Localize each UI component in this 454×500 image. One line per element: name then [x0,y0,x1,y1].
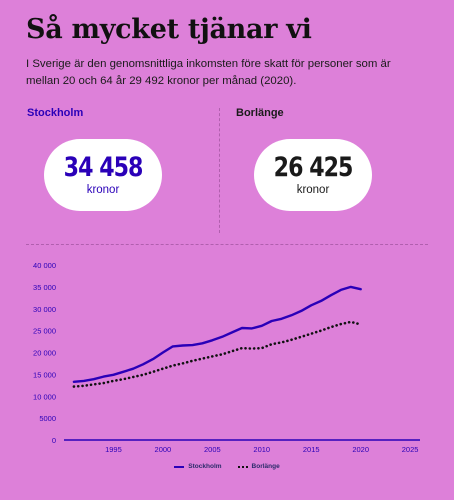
x-tick-label: 2015 [303,445,320,454]
series-line-borlange [72,320,363,388]
x-tick-label: 2020 [352,445,369,454]
legend-label-borlange: Borlänge [251,463,280,470]
vertical-divider [219,108,220,233]
x-tick-label: 2025 [402,445,419,454]
stockholm-label: Stockholm [27,107,84,119]
y-tick-label: 30 000 [33,305,56,314]
chart-legend: Stockholm Borlänge [0,463,454,470]
legend-swatch-borlange [237,465,248,468]
borlange-label: Borlänge [236,107,284,119]
x-tick-label: 2010 [253,445,270,454]
x-tick-label: 2000 [155,445,172,454]
borlange-income-unit: kronor [296,184,330,196]
page-subtitle: I Sverige är den genomsnittliga inkomste… [26,58,391,87]
series-line-stockholm [72,285,362,384]
legend-item-stockholm: Stockholm [174,463,222,470]
y-tick-label: 20 000 [33,349,56,358]
stockholm-income-unit: kronor [86,184,120,196]
legend-label-stockholm: Stockholm [188,463,222,470]
legend-swatch-stockholm [174,465,185,468]
y-tick-label: 10 000 [33,392,56,401]
borlange-income-card: 26 425 kronor [254,139,372,211]
y-tick-label: 40 000 [33,261,56,270]
page-title: Så mycket tjänar vi [26,14,312,45]
y-tick-label: 0 [52,436,56,445]
income-line-chart: 0 5000 10 000 15 000 20 000 25 000 30 000 35 0… [33,261,420,454]
borlange-income-value: 26 425 [273,152,354,183]
y-tick-label: 35 000 [33,283,56,292]
stockholm-income-value: 34 458 [63,152,144,183]
horizontal-divider [26,244,428,245]
y-tick-label: 15 000 [33,370,56,379]
y-tick-label: 25 000 [33,327,56,336]
y-tick-label: 5000 [39,414,56,423]
x-tick-label: 2005 [204,445,221,454]
x-tick-label: 1995 [105,445,122,454]
legend-item-borlange: Borlänge [237,463,280,470]
stockholm-income-card: 34 458 kronor [44,139,162,211]
